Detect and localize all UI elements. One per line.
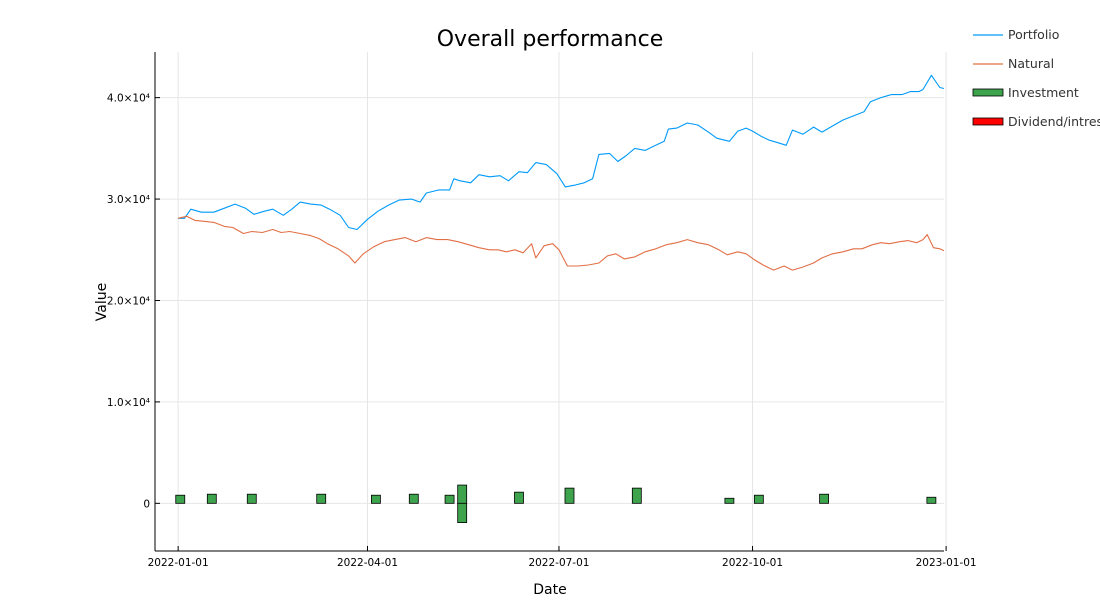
y-tick-label: 3.0×10⁴	[107, 194, 150, 206]
x-tick-label: 2022-10-01	[722, 557, 783, 569]
grid-lines	[155, 52, 947, 551]
x-axis-label: Date	[533, 582, 566, 598]
legend-swatch-dividend-intres	[972, 117, 1004, 126]
bar-investment	[457, 502, 468, 524]
legend-label-investment: Investment	[1008, 85, 1079, 100]
bar-investment	[926, 496, 937, 504]
x-tick-label: 2022-07-01	[528, 557, 589, 569]
bar-investment	[246, 493, 257, 504]
legend-label-portfolio: Portfolio	[1008, 27, 1059, 42]
y-axis-label: Value	[94, 283, 110, 321]
series-line-natural	[177, 215, 945, 271]
bar-investment	[457, 484, 468, 504]
chart-title: Overall performance	[437, 27, 664, 52]
legend-label-dividend-intres: Dividend/intres	[1008, 114, 1100, 129]
legend: Portfolio Natural Investment Dividend/intre…	[972, 27, 1100, 129]
bar-investment	[564, 487, 575, 504]
series-line-portfolio	[178, 74, 945, 231]
x-tick-label: 2022-01-01	[148, 557, 209, 569]
bar-investment	[408, 493, 419, 504]
y-tick-label: 1.0×10⁴	[107, 397, 150, 409]
y-tick-label: 4.0×10⁴	[107, 93, 150, 105]
legend-label-natural: Natural	[1008, 56, 1054, 71]
bar-investment	[514, 491, 524, 504]
plot-area	[175, 74, 945, 524]
bar-investment	[631, 487, 642, 504]
bar-investment	[206, 493, 217, 504]
y-tick-label: 2.0×10⁴	[107, 295, 150, 307]
tick-labels: 0 1.0×10⁴ 2.0×10⁴ 3.0×10⁴ 4.0×10⁴ 2022-01-01 2…	[107, 93, 977, 569]
bar-investment	[316, 493, 327, 504]
x-tick-label: 2022-04-01	[337, 557, 398, 569]
legend-swatch-investment	[972, 88, 1004, 97]
y-tick-label: 0	[143, 498, 150, 510]
bar-investment	[371, 494, 381, 504]
bar-investment	[444, 494, 455, 504]
x-tick-label: 2023-01-01	[916, 557, 977, 569]
bar-investment	[819, 493, 829, 504]
bar-investment	[175, 494, 186, 504]
bar-investment	[753, 494, 764, 504]
bar-investment	[724, 497, 735, 504]
